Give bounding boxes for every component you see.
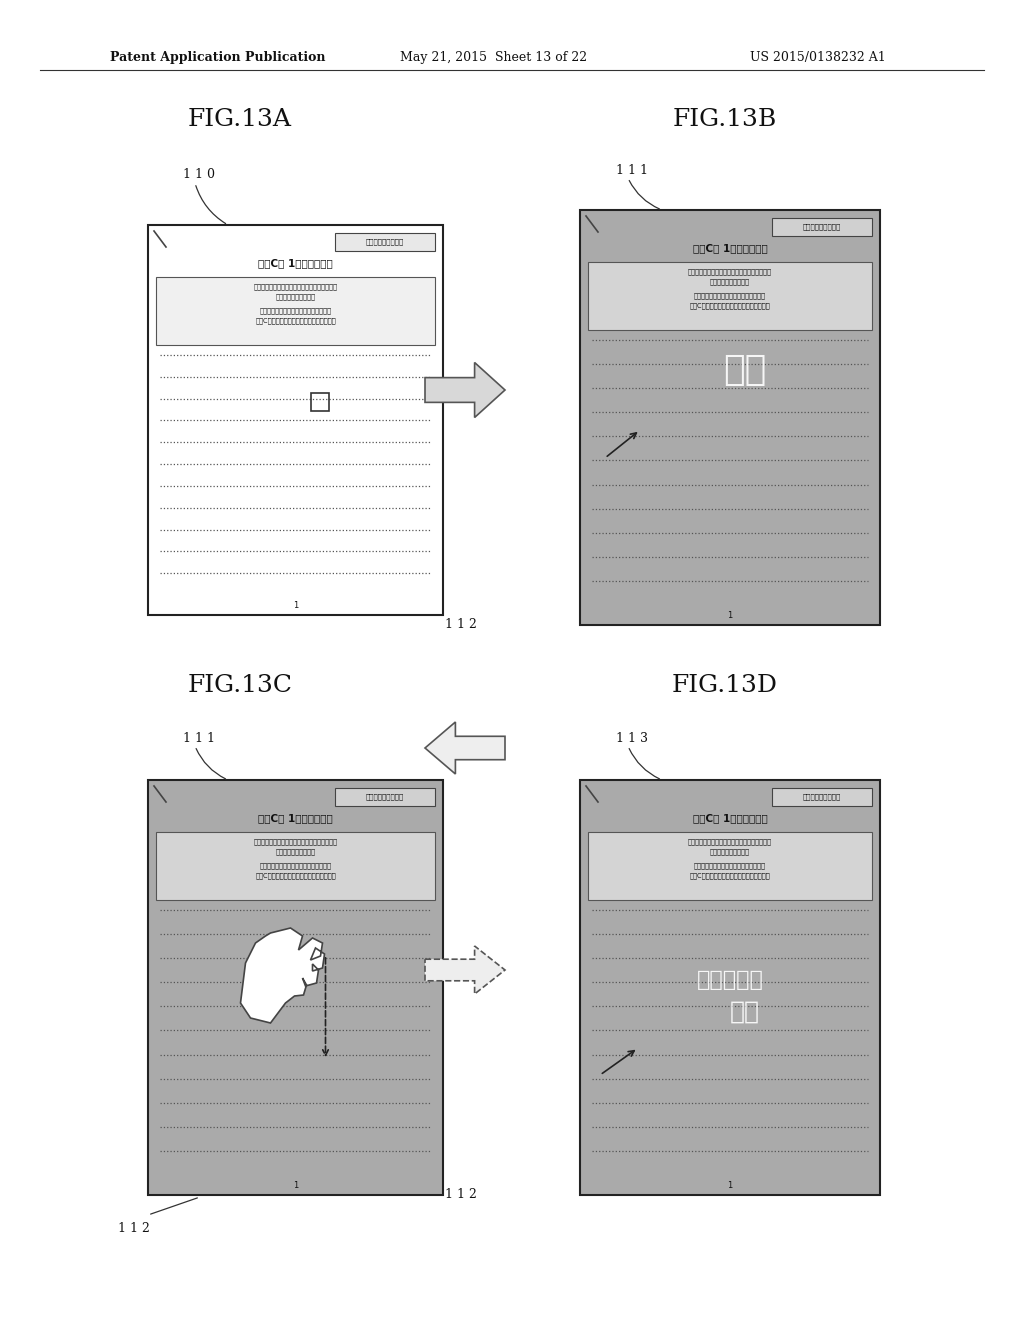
Text: 開發C　 1次検討報告書: 開發C 1次検討報告書 [258,813,333,822]
Text: 回覧（コピー禁止）: 回覧（コピー禁止） [366,239,404,246]
Bar [156,277,435,345]
Text: 1: 1 [293,1180,298,1189]
Text: 他部門への展開を希望される場合には、: 他部門への展開を希望される場合には、 [259,863,332,870]
Bar [148,780,443,1195]
Text: FIG.13C: FIG.13C [187,673,293,697]
Text: 開發C　 1次検討報告書: 開發C 1次検討報告書 [692,813,767,822]
Bar [580,780,880,1195]
Text: 1 1 0: 1 1 0 [183,169,215,181]
Text: することは禁止です。: することは禁止です。 [275,293,315,301]
Text: 本回覧を、コピー（複製）、スキャン（保存）: 本回覧を、コピー（複製）、スキャン（保存） [688,838,772,845]
Text: 1 1 2: 1 1 2 [118,1221,150,1234]
Text: 1: 1 [727,1180,732,1189]
Text: Patent Application Publication: Patent Application Publication [110,50,326,63]
Text: May 21, 2015  Sheet 13 of 22: May 21, 2015 Sheet 13 of 22 [400,50,587,63]
Text: です: です [723,352,767,387]
Text: することは禁止です。: することは禁止です。 [710,849,750,855]
Polygon shape [425,946,505,994]
Bar [772,788,872,807]
Text: 1 1 1: 1 1 1 [616,164,648,177]
Bar [588,261,872,330]
Text: US 2015/0138232 A1: US 2015/0138232 A1 [750,50,886,63]
Text: 1: 1 [727,610,732,619]
Text: です: です [730,1001,760,1024]
Text: 本回覧を、コピー（複製）、スキャン（保存）: 本回覧を、コピー（複製）、スキャン（保存） [254,284,338,290]
Text: 1 1 1: 1 1 1 [183,731,215,744]
Text: することは禁止です。: することは禁止です。 [275,849,315,855]
Polygon shape [425,363,505,417]
Text: 他部門への展開を希望される場合には、: 他部門への展開を希望される場合には、 [694,293,766,300]
Text: 回覧（コピー禁止）: 回覧（コピー禁止） [803,223,841,230]
Bar [156,832,435,900]
Text: 回覧（コピー禁止）: 回覧（コピー禁止） [366,793,404,800]
Text: 他部門への展開を希望される場合には、: 他部門への展開を希望される場合には、 [694,863,766,870]
Text: 開發C（内線・・・）まで、御連絡下さい。: 開發C（内線・・・）まで、御連絡下さい。 [690,302,770,309]
Bar [588,832,872,900]
Text: 開發C（内線・・・）まで、御連絡下さい。: 開發C（内線・・・）まで、御連絡下さい。 [690,873,770,879]
Text: 開發C　 1次検討報告書: 開發C 1次検討報告書 [258,257,333,268]
Text: 本回覧を、コピー（複製）、スキャン（保存）: 本回覧を、コピー（複製）、スキャン（保存） [254,838,338,845]
Text: FIG.13A: FIG.13A [188,108,292,132]
Bar [335,788,435,807]
Text: 1 1 2: 1 1 2 [445,1188,477,1201]
Text: 1 1 3: 1 1 3 [616,731,648,744]
Text: 不正コピー: 不正コピー [696,970,764,990]
Text: 他部門への展開を希望される場合には、: 他部門への展開を希望される場合には、 [259,308,332,314]
Text: 1: 1 [293,601,298,610]
Text: 本回覧を、コピー（複製）、スキャン（保存）: 本回覧を、コピー（複製）、スキャン（保存） [688,269,772,276]
Bar [148,224,443,615]
Text: 開發C（内線・・・）まで、御連絡下さい。: 開發C（内線・・・）まで、御連絡下さい。 [255,873,336,879]
Text: FIG.13B: FIG.13B [673,108,777,132]
Text: 開發C（内線・・・）まで、御連絡下さい。: 開發C（内線・・・）まで、御連絡下さい。 [255,318,336,325]
Polygon shape [241,928,325,1023]
Text: 1 1 2: 1 1 2 [445,619,477,631]
Text: することは禁止です。: することは禁止です。 [710,279,750,285]
Text: 回覧（コピー禁止）: 回覧（コピー禁止） [803,793,841,800]
Text: 開發C　 1次検討報告書: 開發C 1次検討報告書 [692,243,767,253]
Bar [772,218,872,236]
Bar [335,234,435,251]
Polygon shape [425,722,505,774]
Text: FIG.13D: FIG.13D [672,673,778,697]
Bar [580,210,880,624]
Bar [310,393,329,411]
